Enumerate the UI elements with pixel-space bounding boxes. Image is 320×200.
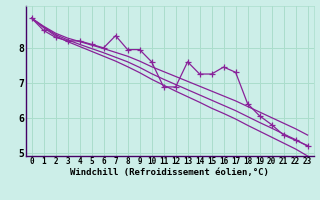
X-axis label: Windchill (Refroidissement éolien,°C): Windchill (Refroidissement éolien,°C) [70, 168, 269, 177]
